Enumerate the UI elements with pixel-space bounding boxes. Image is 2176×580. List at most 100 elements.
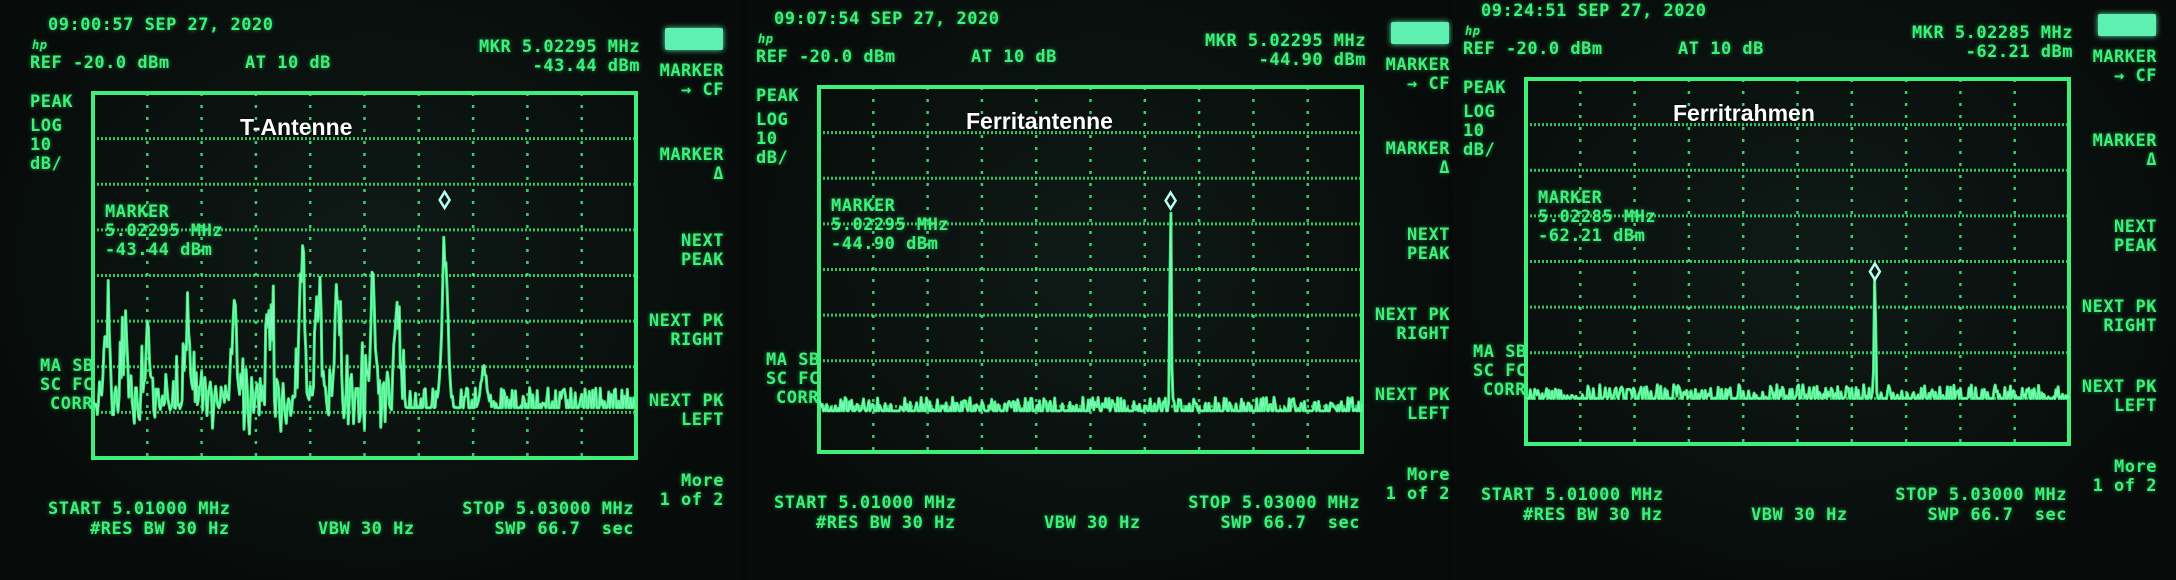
graticule xyxy=(1524,77,2071,446)
marker-box-level: -44.90 dBm xyxy=(831,234,939,254)
start-frequency: START 5.01000 MHz xyxy=(48,499,231,519)
softkey-label: RIGHT xyxy=(1396,324,1450,344)
video-bandwidth: VBW 30 Hz xyxy=(1044,513,1141,533)
attenuation: AT 10 dB xyxy=(1678,39,1764,59)
scale-value: 10 xyxy=(756,129,778,149)
softkey-label: RIGHT xyxy=(670,330,724,350)
status-sc-fc: SC FC xyxy=(766,369,820,389)
marker-box-label: MARKER xyxy=(831,196,896,216)
sweep-time: SWP 66.7 sec xyxy=(1220,513,1360,533)
softkey-label: 1 of 2 xyxy=(659,490,724,510)
status-corr: CORR xyxy=(776,388,819,408)
active-softkey-indicator xyxy=(1391,22,1449,44)
graticule xyxy=(817,85,1364,454)
panel-t-antenne: 09:00:57 SEP 27, 2020 hp REF -20.0 dBm A… xyxy=(0,0,740,580)
resolution-bandwidth: #RES BW 30 Hz xyxy=(816,513,956,533)
marker-frequency: MKR 5.02285 MHz xyxy=(1911,23,2073,43)
softkey-label: LEFT xyxy=(1407,404,1450,424)
active-softkey-indicator xyxy=(665,28,723,50)
marker-frequency: MKR 5.02295 MHz xyxy=(478,37,640,57)
marker-box-frequency: 5.02295 MHz xyxy=(831,215,950,235)
softkey-label: NEXT PK xyxy=(2081,377,2157,397)
softkey-label: NEXT xyxy=(681,231,724,251)
hp-logo: hp xyxy=(758,32,774,46)
softkey-label: PEAK xyxy=(2114,236,2157,256)
softkey-label: → CF xyxy=(2114,66,2157,86)
start-frequency: START 5.01000 MHz xyxy=(1481,485,1664,505)
softkey-label: Δ xyxy=(2146,150,2157,170)
resolution-bandwidth: #RES BW 30 Hz xyxy=(90,519,230,539)
stop-frequency: STOP 5.03000 MHz xyxy=(1188,493,1360,513)
marker-diamond-icon xyxy=(1868,261,1882,282)
softkey-label: MARKER xyxy=(2092,47,2157,67)
softkey-label: MARKER xyxy=(1385,55,1450,75)
hp-logo: hp xyxy=(32,38,48,52)
softkey-label: More xyxy=(1407,465,1450,485)
reference-level: REF -20.0 dBm xyxy=(756,47,896,67)
softkey-label: NEXT PK xyxy=(1374,305,1450,325)
panel-ferritrahmen: 09:24:51 SEP 27, 2020 hp REF -20.0 dBm A… xyxy=(1453,0,2176,580)
softkey-label: NEXT xyxy=(1407,225,1450,245)
softkey-label: RIGHT xyxy=(2103,316,2157,336)
softkey-label: More xyxy=(681,471,724,491)
timestamp: 09:24:51 SEP 27, 2020 xyxy=(1481,1,1707,21)
graticule xyxy=(91,91,638,460)
softkey-label: MARKER xyxy=(1385,139,1450,159)
analyzer-screen: 09:24:51 SEP 27, 2020 hp REF -20.0 dBm A… xyxy=(1433,0,2173,566)
detector-mode: PEAK xyxy=(756,86,799,106)
antenna-title: Ferritantenne xyxy=(966,108,1113,134)
softkey-label: PEAK xyxy=(1407,244,1450,264)
softkey-label: NEXT PK xyxy=(2081,297,2157,317)
softkey-label: Δ xyxy=(1439,158,1450,178)
status-ma-sb: MA SB xyxy=(766,350,820,370)
status-corr: CORR xyxy=(50,394,93,414)
marker-box-level: -43.44 dBm xyxy=(105,240,213,260)
scale-unit: dB/ xyxy=(1463,140,1496,160)
video-bandwidth: VBW 30 Hz xyxy=(1751,505,1848,525)
stop-frequency: STOP 5.03000 MHz xyxy=(462,499,634,519)
softkey-label: MARKER xyxy=(659,61,724,81)
status-sc-fc: SC FC xyxy=(1473,361,1527,381)
attenuation: AT 10 dB xyxy=(245,53,331,73)
softkey-label: MARKER xyxy=(659,145,724,165)
marker-level: -44.90 dBm xyxy=(1258,50,1366,70)
marker-frequency: MKR 5.02295 MHz xyxy=(1204,31,1366,51)
softkey-label: NEXT xyxy=(2114,217,2157,237)
stop-frequency: STOP 5.03000 MHz xyxy=(1895,485,2067,505)
softkey-label: More xyxy=(2114,457,2157,477)
detector-mode: PEAK xyxy=(1463,78,1506,98)
marker-diamond-icon xyxy=(1164,190,1178,211)
detector-mode: PEAK xyxy=(30,92,73,112)
scale-unit: dB/ xyxy=(756,148,789,168)
sweep-time: SWP 66.7 sec xyxy=(1927,505,2067,525)
spectrum-trace-highlight xyxy=(1526,279,2070,401)
attenuation: AT 10 dB xyxy=(971,47,1057,67)
video-bandwidth: VBW 30 Hz xyxy=(318,519,415,539)
softkey-label: MARKER xyxy=(2092,131,2157,151)
scale-log: LOG xyxy=(30,116,63,136)
spectrum-trace-highlight xyxy=(818,213,1363,413)
marker-box-frequency: 5.02295 MHz xyxy=(105,221,224,241)
marker-level: -43.44 dBm xyxy=(532,56,640,76)
antenna-title: Ferritrahmen xyxy=(1673,100,1815,126)
marker-box-level: -62.21 dBm xyxy=(1538,226,1646,246)
softkey-label: 1 of 2 xyxy=(2092,476,2157,496)
antenna-title: T-Antenne xyxy=(240,114,353,140)
marker-level: -62.21 dBm xyxy=(1965,42,2073,62)
panel-ferritantenne: 09:07:54 SEP 27, 2020 hp REF -20.0 dBm A… xyxy=(748,0,1450,580)
softkey-label: LEFT xyxy=(2114,396,2157,416)
sweep-time: SWP 66.7 sec xyxy=(494,519,634,539)
marker-box-label: MARKER xyxy=(1538,188,1603,208)
scale-value: 10 xyxy=(30,135,52,155)
softkey-label: NEXT PK xyxy=(648,391,724,411)
active-softkey-indicator xyxy=(2098,14,2156,36)
softkey-label: LEFT xyxy=(681,410,724,430)
timestamp: 09:00:57 SEP 27, 2020 xyxy=(48,15,274,35)
scale-log: LOG xyxy=(756,110,789,130)
spectrum-trace-highlight xyxy=(92,237,637,434)
softkey-label: NEXT PK xyxy=(1374,385,1450,405)
softkey-label: PEAK xyxy=(681,250,724,270)
hp-logo: hp xyxy=(1465,24,1481,38)
analyzer-screen: 09:00:57 SEP 27, 2020 hp REF -20.0 dBm A… xyxy=(0,0,740,580)
scale-unit: dB/ xyxy=(30,154,63,174)
